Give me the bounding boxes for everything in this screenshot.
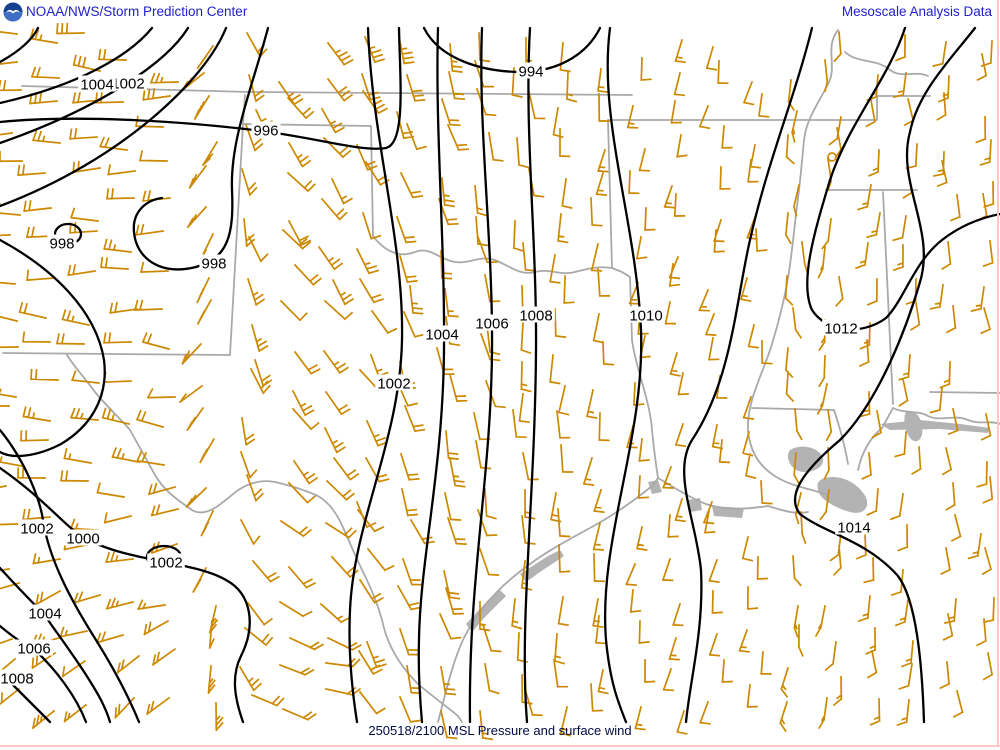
border-line <box>844 51 929 77</box>
isobar-label-bg <box>423 325 461 342</box>
isobar-label: 994 <box>518 64 543 81</box>
isobar-1004-c <box>417 26 446 724</box>
isobar-label: 1008 <box>519 308 552 325</box>
isobar-label: 1002 <box>20 521 53 538</box>
border-line <box>66 354 463 723</box>
isobar-1008-c <box>523 26 538 724</box>
water-blob <box>466 590 506 632</box>
isobar-label: 1002 <box>149 555 182 572</box>
isobar-1006-tl <box>0 26 40 64</box>
isobar-label-bg <box>0 669 36 686</box>
water-blob <box>817 476 868 513</box>
wind-barb-field <box>0 22 995 741</box>
isobar-label: 998 <box>49 236 74 253</box>
water-blob <box>520 550 564 582</box>
map-caption: 250518/2100 MSL Pressure and surface win… <box>368 723 632 738</box>
isobar-label: 1000 <box>66 531 99 548</box>
border-line <box>767 505 809 514</box>
border-line <box>437 477 769 723</box>
isobar-label: 996 <box>253 123 278 140</box>
isobar-label-bg <box>375 374 413 391</box>
water-bodies <box>466 411 990 632</box>
isobar-label-bg <box>199 254 229 271</box>
isobar-1004-bl <box>0 566 112 724</box>
isobar-label: 1004 <box>425 327 458 344</box>
isobar-1012-hook <box>806 26 1000 331</box>
isobar-labels: 9949969989981000100210021002100210041004… <box>0 62 873 688</box>
right-edge-line <box>997 0 999 746</box>
isobar-label: 1010 <box>629 308 662 325</box>
isobar-label-bg <box>516 62 546 79</box>
isobar-label: 1012 <box>824 321 857 338</box>
isobar-label-bg <box>147 553 185 570</box>
isobar-label-bg <box>835 518 873 535</box>
header-title-left[interactable]: NOAA/NWS/Storm Prediction Center <box>26 4 248 19</box>
isobar-label-bg <box>18 519 56 536</box>
isobar-label: 1004 <box>80 77 113 94</box>
wind-barbs <box>0 22 995 741</box>
isobar-label: 998 <box>201 256 226 273</box>
border-line <box>882 191 894 405</box>
water-blob <box>880 420 990 433</box>
isobar-label-bg <box>78 75 116 92</box>
border-line <box>607 95 931 121</box>
bottom-edge-line <box>0 745 1000 747</box>
isobar-1000-w <box>0 238 106 458</box>
border-line <box>631 339 659 479</box>
border-line <box>857 407 894 471</box>
isobar-label: 1006 <box>17 641 50 658</box>
isobar-1012-main <box>683 26 814 724</box>
isobar-label-bg <box>627 306 665 323</box>
isobar-label: 1002 <box>111 76 144 93</box>
header-bar: NOAA/NWS/Storm Prediction Center Mesosca… <box>0 0 1000 26</box>
border-line <box>892 407 1000 425</box>
isobar-1002-c <box>348 26 404 724</box>
border-line <box>372 235 613 275</box>
calm-wind-station <box>827 152 837 162</box>
border-line <box>746 29 839 496</box>
isobar-label-bg <box>517 306 555 323</box>
isobar-1006-c <box>468 26 494 724</box>
isobar-label-bg <box>109 74 147 91</box>
isobar-label-bg <box>251 121 281 138</box>
border-line <box>607 119 613 269</box>
header-title-right[interactable]: Mesoscale Analysis Data <box>841 4 992 19</box>
isobar-label: 1008 <box>0 671 33 688</box>
isobar-label-bg <box>47 234 77 251</box>
isobar-1000-tl <box>0 26 228 208</box>
isobar-1002-bl <box>0 428 141 724</box>
isobar-label-bg <box>473 314 511 331</box>
isobar-label-bg <box>64 529 102 546</box>
isobar-1010-c <box>604 26 643 724</box>
isobar-label: 1014 <box>837 520 870 537</box>
isobar-label: 1006 <box>475 316 508 333</box>
border-line <box>833 409 849 465</box>
isobar-label: 1002 <box>377 376 410 393</box>
isobar-1014 <box>793 26 977 724</box>
isobar-label-bg <box>822 319 860 336</box>
isobar-contours <box>0 26 1000 724</box>
isobar-1000-u <box>0 466 251 724</box>
isobar-label-bg <box>26 604 64 621</box>
isobar-label: 1004 <box>28 606 61 623</box>
border-line <box>2 352 231 356</box>
noaa-logo <box>3 2 23 22</box>
isobar-label-bg <box>15 639 53 656</box>
isobar-996 <box>0 26 402 150</box>
border-line <box>370 125 374 237</box>
isobar-1004-tl <box>0 26 154 105</box>
water-blob <box>648 480 662 494</box>
border-line <box>929 391 1000 394</box>
